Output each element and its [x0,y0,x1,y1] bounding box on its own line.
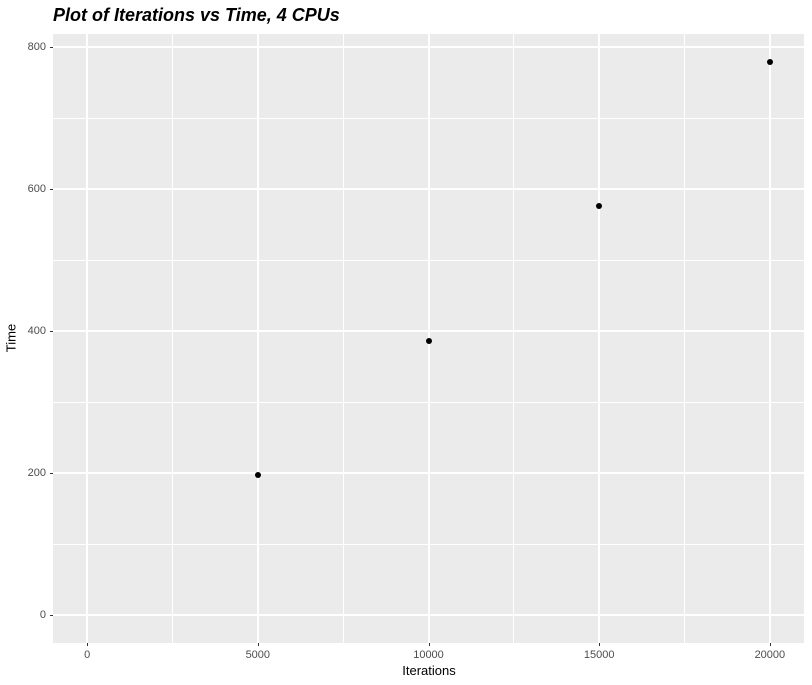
x-tick-mark [769,643,771,646]
major-gridline-vertical [256,34,259,643]
y-tick-mark [50,189,53,191]
y-tick-label: 200 [27,467,46,480]
major-gridline-horizontal [53,46,804,49]
x-tick-mark [428,643,430,646]
major-gridline-horizontal [53,614,804,617]
x-tick-label: 20000 [754,649,786,661]
x-axis-label: Iterations [402,663,456,678]
x-tick-mark [257,643,259,646]
plot-panel [53,34,804,643]
data-point [596,202,603,209]
major-gridline-horizontal [53,472,804,475]
x-tick-label: 10000 [413,649,444,661]
x-tick-label: 5000 [245,649,271,661]
data-point [425,337,432,344]
y-tick-label: 0 [39,609,46,622]
minor-gridline-vertical [171,34,173,643]
major-gridline-horizontal [53,188,804,191]
chart-title: Plot of Iterations vs Time, 4 CPUs [53,5,340,25]
y-axis-label: Time [3,323,19,353]
data-point [254,472,261,479]
data-point [766,59,773,66]
major-gridline-vertical [768,34,771,643]
minor-gridline-vertical [684,34,686,643]
minor-gridline-vertical [342,34,344,643]
y-tick-label: 400 [27,325,46,338]
y-tick-mark [50,331,53,333]
x-tick-mark [87,643,89,646]
major-gridline-vertical [598,34,601,643]
y-tick-mark [50,473,53,475]
major-gridline-horizontal [53,330,804,333]
y-tick-mark [50,615,53,617]
x-tick-label: 0 [84,649,91,661]
major-gridline-vertical [86,34,89,643]
y-tick-label: 800 [27,41,46,54]
y-tick-label: 600 [27,183,46,196]
minor-gridline-vertical [513,34,515,643]
x-tick-mark [599,643,601,646]
y-tick-mark [50,47,53,49]
x-tick-label: 15000 [583,649,615,661]
